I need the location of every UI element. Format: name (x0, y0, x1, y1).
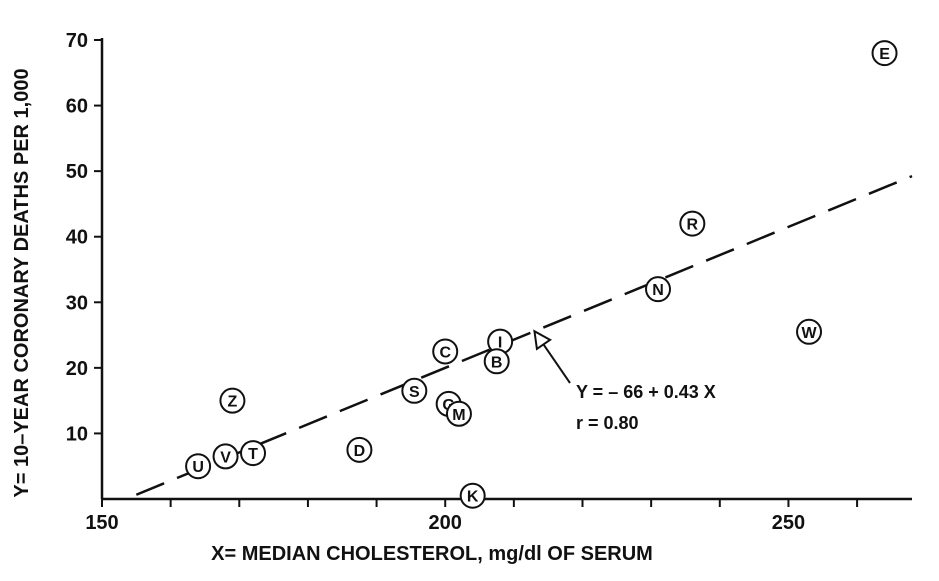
point-marker (871, 40, 898, 67)
data-point-m: M (445, 400, 472, 427)
data-point-w: W (796, 318, 823, 345)
x-axis-title: X= MEDIAN CHOLESTEROL, mg/dl OF SERUM (211, 543, 653, 565)
data-point-n: N (645, 276, 672, 303)
point-label: Z (228, 394, 238, 411)
point-label: R (687, 217, 699, 234)
regression-line (135, 174, 913, 496)
x-tick-label: 200 (429, 512, 462, 534)
point-label: D (354, 443, 366, 460)
point-label: I (498, 335, 502, 352)
point-marker (679, 210, 706, 237)
ticks: 10 20 30 40 50 60 70 150 200 250 (66, 30, 859, 534)
y-tick-label: 70 (66, 30, 88, 52)
point-marker (483, 348, 510, 375)
point-label: U (192, 459, 204, 476)
y-tick-label: 10 (66, 423, 88, 445)
point-label: C (439, 344, 451, 361)
y-tick-label: 40 (66, 227, 88, 249)
point-label: E (879, 46, 890, 63)
point-label: N (652, 282, 664, 299)
regression-equation: Y = – 66 + 0.43 X (576, 382, 716, 402)
point-label: K (467, 489, 479, 506)
point-marker (346, 436, 373, 463)
axes (100, 38, 912, 501)
point-label: W (801, 325, 817, 342)
y-tick-label: 30 (66, 292, 88, 314)
point-label: T (248, 446, 258, 463)
y-tick-label: 60 (66, 96, 88, 118)
point-label: V (220, 449, 231, 466)
point-marker (185, 453, 212, 480)
data-point-e: E (871, 40, 898, 67)
data-point-c: C (432, 338, 459, 365)
data-point-d: D (346, 436, 373, 463)
y-tick-label: 50 (66, 161, 88, 183)
point-marker (212, 443, 239, 470)
point-marker (401, 377, 428, 404)
data-point-r: R (679, 210, 706, 237)
point-marker (645, 276, 672, 303)
point-label: M (452, 407, 465, 424)
point-marker (459, 482, 486, 509)
regression-dash-line (135, 174, 913, 496)
data-point-v: V (212, 443, 239, 470)
point-marker (219, 387, 246, 414)
point-marker (445, 400, 472, 427)
annotation-arrow (533, 329, 571, 384)
point-marker (240, 440, 267, 467)
data-point-z: Z (219, 387, 246, 414)
x-tick-label: 250 (772, 512, 805, 534)
correlation-label: r = 0.80 (576, 413, 639, 433)
x-tick-label: 150 (85, 512, 118, 534)
data-point-k: K (459, 482, 486, 509)
data-point-u: U (185, 453, 212, 480)
data-point-t: T (240, 440, 267, 467)
point-marker (432, 338, 459, 365)
y-tick-label: 20 (66, 358, 88, 380)
y-axis-title: Y= 10–YEAR CORONARY DEATHS PER 1,000 (11, 68, 33, 497)
point-label: B (491, 354, 503, 371)
data-point-s: S (401, 377, 428, 404)
point-label: S (409, 384, 420, 401)
point-marker (796, 318, 823, 345)
data-point-b: B (483, 348, 510, 375)
